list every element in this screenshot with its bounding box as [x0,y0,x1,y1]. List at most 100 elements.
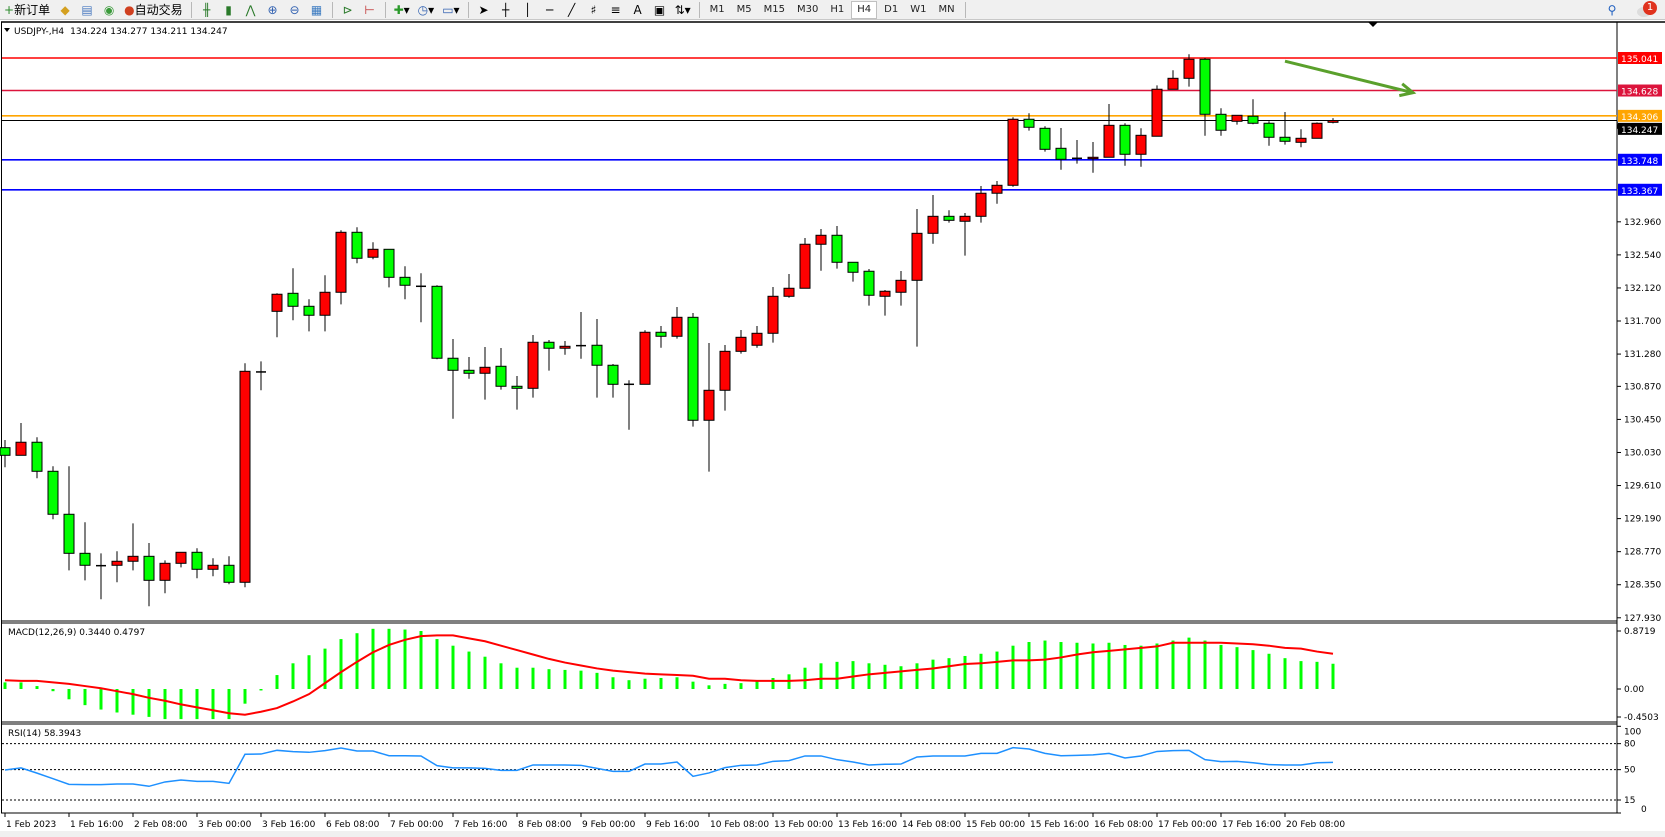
candle[interactable] [335,230,347,305]
candle[interactable] [271,293,283,338]
candle[interactable] [287,268,299,321]
candle[interactable] [927,194,939,244]
candle[interactable] [767,287,779,343]
notifications-button[interactable]: 1 [1637,1,1657,19]
candle[interactable] [495,348,507,390]
candle[interactable] [863,268,875,306]
period-m15[interactable]: M15 [763,4,786,15]
horizontal-line-button[interactable]: ─ [540,1,560,19]
candle[interactable] [719,345,731,411]
period-m30[interactable]: M30 [797,4,819,15]
candle[interactable] [1279,112,1291,145]
candle[interactable] [479,346,491,400]
candle[interactable] [735,329,747,354]
chart-shift-button[interactable]: ⊢ [360,1,380,19]
candle[interactable] [831,225,843,269]
new-order-button[interactable]: + 新订单 [4,2,51,18]
candle[interactable] [1135,128,1147,167]
candle[interactable] [431,285,443,360]
candle[interactable] [1087,141,1099,173]
candle[interactable] [1295,129,1307,148]
candle[interactable] [1199,58,1211,136]
candle[interactable] [191,548,203,579]
candle[interactable] [1072,139,1082,164]
candle[interactable] [383,248,395,288]
period-h4[interactable]: H4 [851,0,878,19]
candle[interactable] [991,180,1003,204]
candle[interactable] [0,439,11,468]
candle[interactable] [751,325,763,348]
candle[interactable] [111,551,123,583]
bar-chart-button[interactable]: ╫ [197,1,217,19]
candle[interactable] [223,556,235,585]
candle[interactable] [895,271,907,306]
candle[interactable] [1215,108,1227,136]
candle[interactable] [576,311,586,359]
candle[interactable] [463,356,475,379]
candle[interactable] [367,242,379,260]
candle[interactable] [703,342,715,472]
fibonacci-button[interactable]: ♯ [584,1,604,19]
vertical-line-button[interactable]: │ [518,1,538,19]
market-watch-button[interactable]: ◆ [55,1,75,19]
auto-scroll-button[interactable]: ⊳ [338,1,358,19]
templates-button[interactable]: ▭ ▾ [442,2,460,17]
signals-button[interactable]: ◉ [99,1,119,19]
candle[interactable] [1263,121,1275,146]
candle[interactable] [15,422,27,456]
candle[interactable] [1055,127,1067,170]
candle[interactable] [559,341,571,355]
candle[interactable] [159,560,171,594]
text-label-button[interactable]: ▣ [650,1,670,19]
trendline-button[interactable]: ╱ [562,1,582,19]
candle[interactable] [239,363,251,588]
candle[interactable] [655,325,667,348]
candle[interactable] [1023,113,1035,131]
period-m1[interactable]: M1 [709,4,725,15]
candle[interactable] [96,553,106,600]
candle[interactable] [1007,117,1019,187]
candle[interactable] [143,543,155,607]
candle[interactable] [175,551,187,568]
candle[interactable] [127,523,139,571]
candle[interactable] [879,289,891,316]
auto-trading-button[interactable]: ● 自动交易 [124,2,183,18]
candle[interactable] [1167,70,1179,90]
candle[interactable] [79,522,91,581]
arrows-button[interactable]: ⇅ ▾ [674,2,691,17]
zoom-in-button[interactable]: ⊕ [263,1,283,19]
candle[interactable] [511,375,523,410]
indicators-button[interactable]: ✚ ▾ [393,2,410,17]
trend-arrow[interactable] [1284,59,1414,95]
crosshair-button[interactable]: ┼ [496,1,516,19]
candle[interactable] [639,330,651,385]
candle[interactable] [687,312,699,427]
candle[interactable] [351,227,363,264]
period-w1[interactable]: W1 [910,4,927,15]
candle[interactable] [591,318,603,398]
zoom-out-button[interactable]: ⊖ [285,1,305,19]
candle[interactable] [624,380,634,430]
tile-windows-button[interactable]: ▦ [307,1,327,19]
chart-shift-marker[interactable] [1368,22,1378,27]
candle[interactable] [959,213,971,256]
candle[interactable] [815,228,827,271]
text-button[interactable]: A [628,1,648,19]
candle[interactable] [543,339,555,371]
period-d1[interactable]: D1 [884,4,899,15]
candle[interactable] [47,466,59,520]
window-menu-icon[interactable] [4,28,10,32]
candle[interactable] [319,275,331,332]
candle[interactable] [1247,99,1259,125]
candle[interactable] [1103,103,1115,158]
candle[interactable] [799,237,811,289]
candlestick-button[interactable]: ▮ [219,1,239,19]
candle[interactable] [943,210,955,223]
candle[interactable] [1183,54,1195,87]
candle[interactable] [527,335,539,398]
candle[interactable] [1311,122,1323,139]
candle[interactable] [975,186,987,223]
candle[interactable] [783,274,795,298]
candle[interactable] [31,437,43,479]
